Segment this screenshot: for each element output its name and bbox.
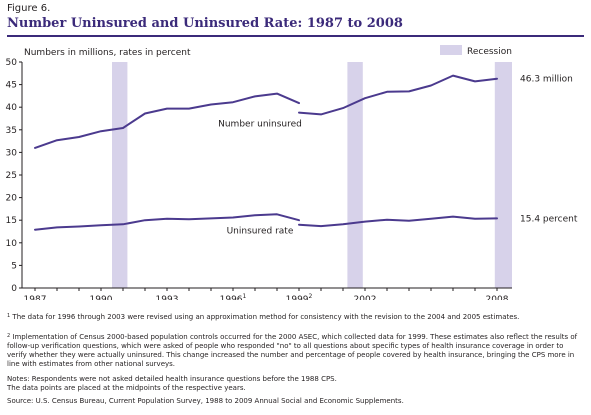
- x-tick-label-1999: 19992: [286, 293, 313, 300]
- figure-title: Number Uninsured and Uninsured Rate: 198…: [7, 16, 403, 31]
- y-tick-label-10: 10: [6, 239, 18, 249]
- notes-line-2: The data points are placed at the midpoi…: [7, 384, 246, 392]
- footnote-1: 1 The data for 1996 through 2003 were re…: [7, 313, 585, 322]
- recession-band-1: [112, 62, 128, 288]
- x-tick-label-1987: 1987: [24, 295, 47, 300]
- legend-swatch-recession: [440, 45, 462, 55]
- y-tick-label-25: 25: [6, 171, 17, 181]
- y-tick-label-5: 5: [11, 261, 17, 271]
- series-line-uninsured-rate-2: [298, 215, 498, 228]
- chart: Numbers in millions, rates in percent Re…: [6, 45, 578, 300]
- legend: Recession: [440, 45, 512, 57]
- y-tick-label-0: 0: [11, 284, 17, 294]
- y-tick-label-35: 35: [6, 126, 17, 136]
- y-tick-label-15: 15: [6, 216, 17, 226]
- source-note: Source: U.S. Census Bureau, Current Popu…: [7, 397, 404, 405]
- legend-label-recession: Recession: [467, 47, 512, 57]
- series-line-number-uninsured-1: [34, 92, 300, 149]
- footnote-1-mark: 1: [7, 313, 11, 319]
- series-end-label-number-uninsured: 46.3 million: [520, 75, 573, 85]
- footnote-1-text: The data for 1996 through 2003 were revi…: [12, 313, 520, 321]
- y-axis-label: Numbers in millions, rates in percent: [24, 48, 191, 58]
- y-tick-label-30: 30: [6, 148, 18, 158]
- x-tick-label-1996: 19961: [220, 293, 247, 300]
- figure-label: Figure 6.: [7, 3, 51, 14]
- series-line-number-uninsured-2: [298, 74, 498, 116]
- notes-line-1: Notes: Respondents were not asked detail…: [7, 375, 337, 383]
- x-tick-label-1990: 1990: [90, 295, 113, 300]
- x-tick-label-2008: 2008: [486, 295, 509, 300]
- recession-band-3: [494, 62, 512, 288]
- x-tick-label-1993: 1993: [156, 295, 179, 300]
- y-tick-label-40: 40: [6, 103, 18, 113]
- footnote-2-text: Implementation of Census 2000-based popu…: [7, 333, 578, 368]
- title-rule: [7, 35, 584, 37]
- x-tick-label-2002: 2002: [354, 295, 377, 300]
- footnote-2-mark: 2: [7, 333, 11, 339]
- recession-band-2: [347, 62, 363, 288]
- series-line-uninsured-rate-1: [34, 213, 300, 231]
- y-tick-label-50: 50: [6, 58, 18, 68]
- y-tick-label-20: 20: [6, 194, 18, 204]
- series-label-number-uninsured: Number uninsured: [218, 120, 302, 130]
- series-label-uninsured-rate: Uninsured rate: [227, 226, 294, 236]
- series-end-label-uninsured-rate: 15.4 percent: [520, 214, 578, 224]
- footnote-2: 2 Implementation of Census 2000-based po…: [7, 333, 585, 369]
- y-tick-label-45: 45: [6, 81, 17, 91]
